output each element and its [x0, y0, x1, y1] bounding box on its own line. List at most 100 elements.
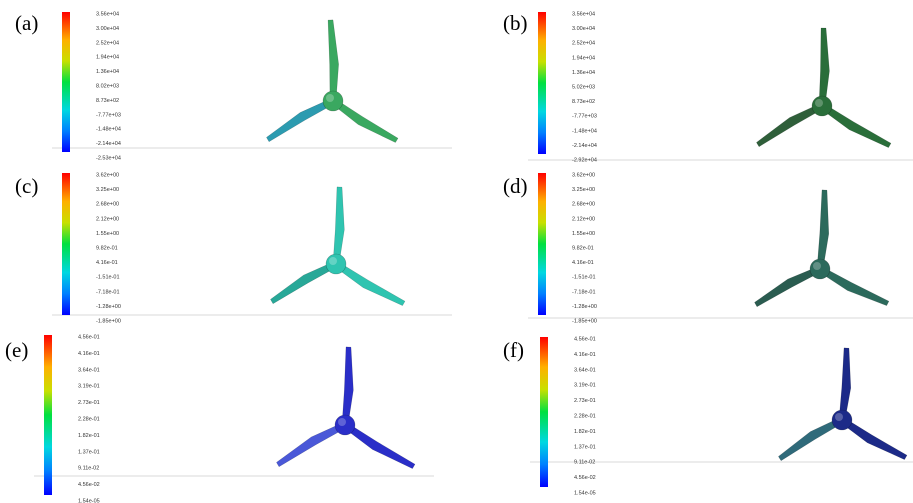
legend-tick-label: 9.11e-02: [78, 466, 99, 472]
legend-tick-label: -1.28e+00: [572, 304, 597, 310]
legend-tick-label: -2.14e+04: [572, 143, 597, 149]
legend-tick-label: 3.00e+04: [96, 26, 119, 32]
color-legend-bar: [62, 12, 70, 152]
legend-tick-label: 3.19e-01: [78, 384, 100, 390]
blade: [817, 190, 829, 269]
hub-highlight: [815, 99, 823, 107]
legend-tick-label: 2.12e+00: [572, 216, 595, 222]
legend-tick-label: 1.55e+00: [96, 231, 119, 237]
legend-tick-label: 4.56e-01: [574, 336, 596, 342]
panel-label: (a): [15, 11, 38, 35]
legend-tick-label: 9.82e-01: [572, 245, 594, 251]
panel: (b) 3.56e+04 3.00e+04 2.52e+04 1.94e+04 1.36e…: [503, 11, 913, 163]
panel: (e) 4.56e-01 4.16e-01 3.64e-01 3.19e-01 2.73e…: [5, 334, 434, 503]
legend-tick-label: 4.16e-01: [96, 260, 118, 266]
legend-tick-label: -1.48e+04: [572, 128, 597, 134]
legend-tick-label: 1.54e-05: [574, 490, 596, 496]
legend-tick-label: 2.73e-01: [574, 398, 596, 404]
legend-tick-label: -7.18e-01: [96, 289, 120, 295]
color-legend-bar: [44, 335, 52, 495]
legend-tick-label: 3.62e+00: [96, 172, 119, 178]
hub-highlight: [329, 257, 337, 265]
panel: (a) 3.56e+04 3.00e+04 2.52e+04 1.94e+04 1.36e…: [15, 11, 452, 161]
hub: [832, 410, 852, 430]
blade: [328, 20, 339, 101]
legend-tick-label: 4.16e-01: [572, 260, 594, 266]
legend-tick-label: 8.02e+03: [96, 83, 119, 89]
legend-tick-label: 4.16e-01: [78, 351, 100, 357]
legend-tick-label: 4.56e-02: [78, 482, 100, 488]
panel: (d) 3.62e+00 3.25e+00 2.68e+00 2.12e+00 1.55e…: [503, 172, 913, 324]
panel: (f) 4.56e-01 4.16e-01 3.64e-01 3.19e-01 2.73e…: [503, 336, 913, 496]
legend-tick-label: 3.00e+04: [572, 26, 595, 32]
legend-tick-label: 2.52e+04: [572, 41, 595, 47]
legend-tick-label: 2.68e+00: [96, 202, 119, 208]
legend-tick-label: 2.52e+04: [96, 40, 119, 46]
legend-tick-label: 5.02e+03: [572, 84, 595, 90]
legend-tick-label: -7.77e+03: [572, 114, 597, 120]
hub: [810, 259, 830, 279]
hub-highlight: [835, 413, 843, 421]
hub: [812, 96, 832, 116]
panel-label: (b): [503, 11, 528, 35]
legend-tick-label: 2.73e-01: [78, 400, 100, 406]
legend-tick-label: 4.16e-01: [574, 352, 596, 358]
legend-tick-label: 3.25e+00: [572, 187, 595, 193]
legend-tick-label: 3.62e+00: [572, 172, 595, 178]
legend-tick-label: -7.18e-01: [572, 289, 596, 295]
hub: [335, 415, 355, 435]
legend-tick-label: -1.28e+00: [96, 304, 121, 310]
legend-tick-label: 1.37e-01: [574, 444, 596, 450]
legend-tick-label: 2.28e-01: [574, 413, 596, 419]
blade: [342, 347, 353, 425]
legend-tick-label: 2.68e+00: [572, 202, 595, 208]
blade: [819, 28, 829, 106]
color-legend-bar: [538, 173, 546, 315]
blade: [839, 348, 851, 420]
panel-label: (c): [15, 174, 38, 198]
panel-label: (d): [503, 174, 528, 198]
hub-highlight: [813, 262, 821, 270]
legend-tick-label: -2.53e+04: [96, 155, 121, 161]
legend-tick-label: -2.92e+04: [572, 157, 597, 163]
color-legend-bar: [62, 173, 70, 315]
legend-tick-label: -1.51e-01: [572, 275, 596, 281]
legend-tick-label: 9.82e-01: [96, 245, 118, 251]
legend-tick-label: 1.94e+04: [572, 55, 595, 61]
legend-tick-label: 1.36e+04: [572, 70, 595, 76]
legend-tick-label: 8.73e+02: [572, 99, 595, 105]
legend-tick-label: 4.56e-02: [574, 475, 596, 481]
legend-tick-label: 3.19e-01: [574, 383, 596, 389]
figure: (a) 3.56e+04 3.00e+04 2.52e+04 1.94e+04 1.36e…: [0, 0, 913, 503]
blade: [333, 187, 344, 264]
hub-highlight: [338, 418, 346, 426]
legend-tick-label: 4.56e-01: [78, 334, 100, 340]
legend-tick-label: 3.56e+04: [96, 11, 119, 17]
hub-highlight: [326, 94, 334, 102]
legend-tick-label: 1.82e-01: [78, 433, 100, 439]
legend-tick-label: 9.11e-02: [574, 460, 595, 466]
legend-tick-label: 2.12e+00: [96, 216, 119, 222]
legend-tick-label: 8.73e+02: [96, 98, 119, 104]
legend-tick-label: 3.64e-01: [574, 367, 596, 373]
legend-tick-label: 1.36e+04: [96, 69, 119, 75]
hub: [323, 91, 343, 111]
panel-label: (e): [5, 338, 28, 362]
panel-label: (f): [503, 338, 524, 362]
legend-tick-label: 3.64e-01: [78, 367, 100, 373]
legend-tick-label: -2.14e+04: [96, 141, 121, 147]
legend-tick-label: 1.55e+00: [572, 231, 595, 237]
legend-tick-label: 2.28e-01: [78, 416, 100, 422]
legend-tick-label: -1.85e+00: [572, 318, 597, 324]
legend-tick-label: 1.37e-01: [78, 449, 100, 455]
legend-tick-label: 1.94e+04: [96, 55, 119, 61]
legend-tick-label: 3.25e+00: [96, 187, 119, 193]
hub: [326, 254, 346, 274]
legend-tick-label: 1.82e-01: [574, 429, 596, 435]
legend-tick-label: -7.77e+03: [96, 112, 121, 118]
legend-tick-label: -1.48e+04: [96, 127, 121, 133]
legend-tick-label: 1.54e-05: [78, 498, 100, 503]
legend-tick-label: 3.56e+04: [572, 11, 595, 17]
color-legend-bar: [538, 12, 546, 154]
color-legend-bar: [540, 337, 548, 487]
